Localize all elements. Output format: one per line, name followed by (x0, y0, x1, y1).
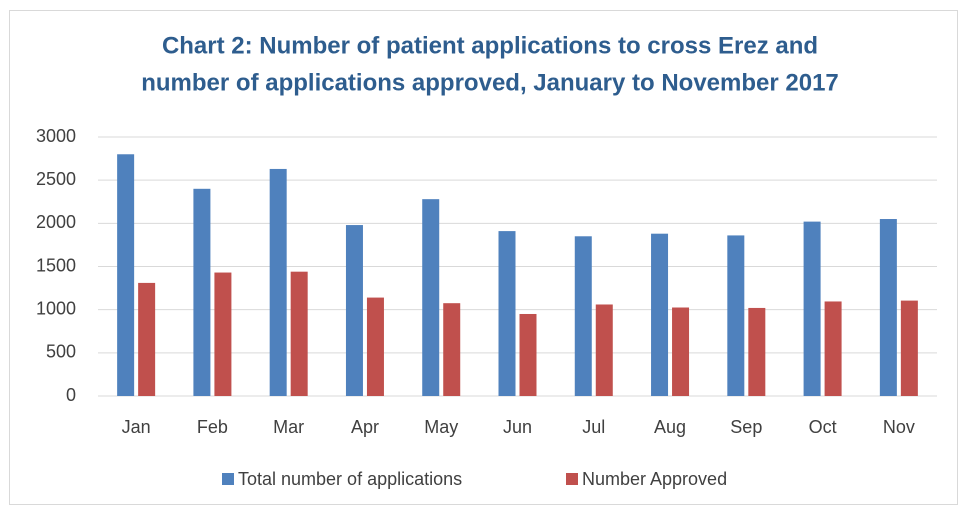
bar (345, 225, 363, 396)
chart-title: Chart 2: Number of patient applications … (162, 32, 818, 59)
bar (498, 231, 516, 396)
x-tick-label: Sep (730, 417, 762, 437)
bar (193, 188, 211, 396)
y-tick-label: 2000 (36, 212, 76, 232)
chart-frame (9, 10, 958, 505)
x-tick-label: Jan (122, 417, 151, 437)
bar (727, 235, 745, 396)
x-tick-label: Apr (351, 417, 379, 437)
x-tick-label: Jun (503, 417, 532, 437)
bar (269, 168, 287, 396)
x-tick-label: Jul (582, 417, 605, 437)
bar (748, 307, 766, 396)
bar (138, 282, 156, 396)
bar (651, 233, 669, 396)
bar (672, 307, 690, 396)
bar (290, 271, 308, 396)
bar (824, 301, 842, 396)
chart-title: number of applications approved, January… (141, 69, 839, 96)
x-tick-label: Aug (654, 417, 686, 437)
y-tick-label: 1000 (36, 298, 76, 318)
legend-label: Number Approved (582, 469, 727, 489)
y-tick-label: 3000 (36, 126, 76, 146)
legend-label: Total number of applications (238, 469, 462, 489)
x-tick-label: Feb (197, 417, 228, 437)
x-tick-label: Nov (883, 417, 915, 437)
bar (803, 221, 821, 396)
y-tick-label: 0 (66, 385, 76, 405)
bar (422, 199, 440, 396)
bar (443, 303, 461, 396)
x-tick-label: Mar (273, 417, 304, 437)
bar (214, 272, 232, 396)
y-tick-label: 2500 (36, 169, 76, 189)
bar (574, 236, 592, 396)
bar (366, 297, 384, 396)
bar (595, 304, 613, 396)
bar (879, 219, 897, 396)
x-tick-label: Oct (809, 417, 837, 437)
y-tick-label: 1500 (36, 255, 76, 275)
bar (117, 154, 135, 396)
legend-swatch (566, 473, 578, 485)
bar (519, 313, 537, 396)
y-tick-label: 500 (46, 342, 76, 362)
x-tick-label: May (424, 417, 458, 437)
bar (900, 300, 918, 396)
legend-swatch (222, 473, 234, 485)
